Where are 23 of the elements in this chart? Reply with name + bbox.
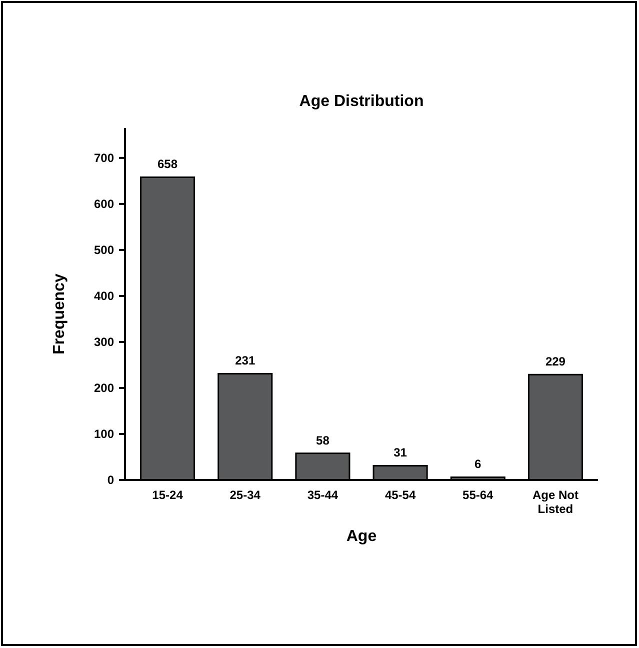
y-tick-label: 700 bbox=[94, 151, 114, 166]
data-label: 229 bbox=[545, 354, 566, 369]
x-axis-title: Age bbox=[346, 528, 377, 545]
data-label: 6 bbox=[474, 457, 482, 472]
y-tick-label: 600 bbox=[94, 197, 114, 212]
x-tick-label: 15-24 bbox=[152, 488, 184, 502]
x-tick-label: 45-54 bbox=[384, 488, 416, 502]
x-tick-label: Age Not Listed bbox=[532, 488, 578, 516]
x-tick-label: 25-34 bbox=[230, 488, 261, 502]
y-tick-label: 400 bbox=[94, 289, 114, 304]
data-label: 658 bbox=[158, 157, 178, 172]
data-label: 231 bbox=[235, 354, 256, 368]
y-tick-label: 100 bbox=[94, 427, 114, 442]
y-tick-label: 0 bbox=[107, 473, 114, 488]
y-tick-label: 200 bbox=[94, 381, 114, 396]
x-tick-label: 55-64 bbox=[462, 488, 494, 502]
data-label: 31 bbox=[394, 446, 408, 460]
y-axis-title: Frequency bbox=[51, 273, 68, 354]
chart-title: Age Distribution bbox=[299, 93, 424, 110]
x-tick-label: 35-44 bbox=[307, 488, 338, 502]
data-label: 58 bbox=[316, 433, 330, 448]
y-tick-label: 300 bbox=[94, 335, 114, 350]
y-tick-label: 500 bbox=[94, 243, 114, 258]
